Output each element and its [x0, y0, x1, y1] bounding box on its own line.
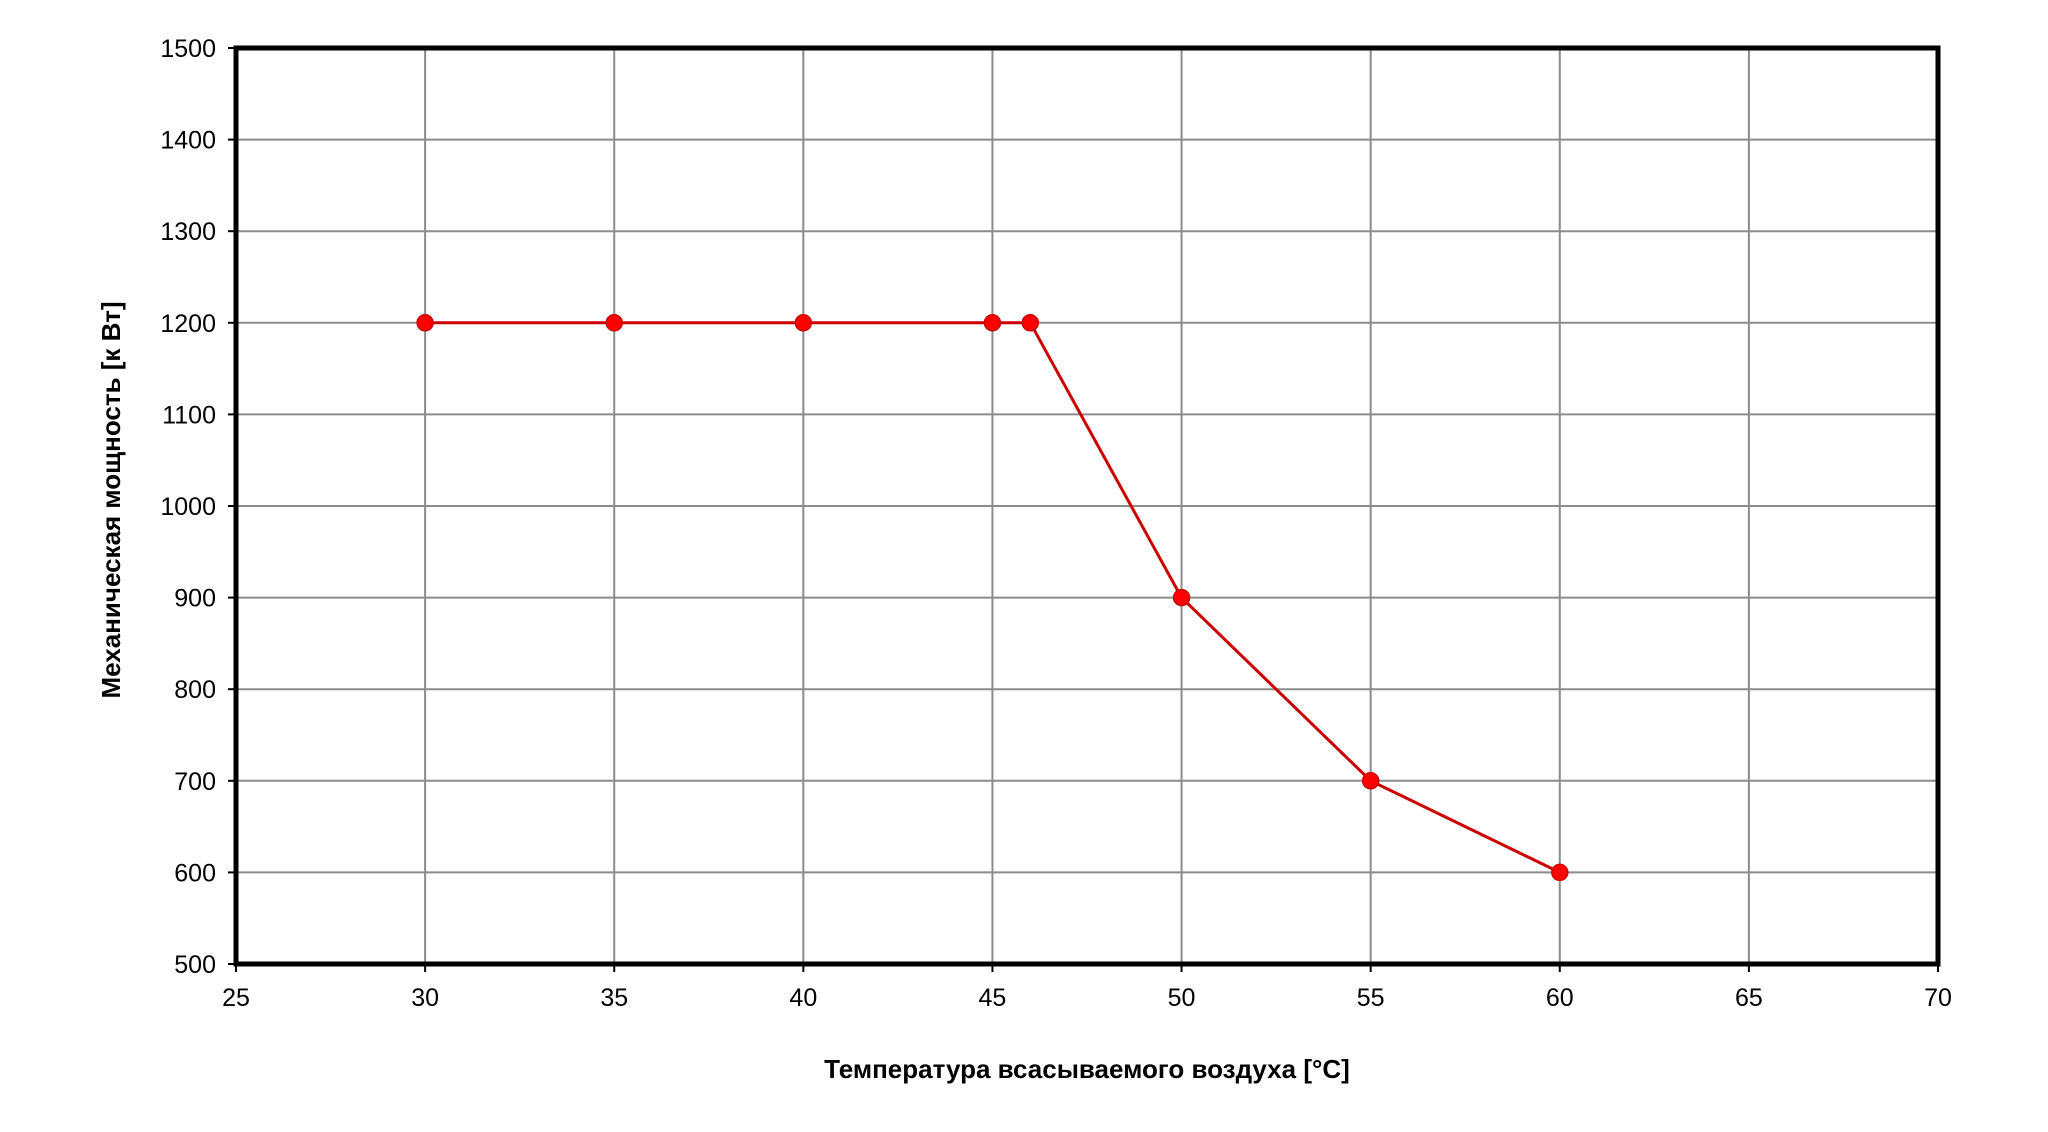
x-tick-label: 45 — [979, 984, 1007, 1012]
y-axis-title: Механическая мощность [к Вт] — [96, 302, 126, 699]
data-point-marker — [1021, 314, 1040, 332]
series-line — [425, 321, 1561, 874]
y-tick-label: 1100 — [162, 401, 216, 429]
x-tick-label: 70 — [1924, 984, 1952, 1012]
data-point-marker — [416, 314, 434, 332]
data-point-marker — [1551, 863, 1569, 882]
data-point-marker — [794, 314, 813, 332]
y-tick-label: 1500 — [160, 35, 216, 63]
y-tick-label: 1200 — [160, 310, 216, 338]
y-tick-label: 1000 — [160, 493, 216, 521]
y-tick-label: 1400 — [160, 127, 216, 155]
y-tick-label: 600 — [174, 859, 216, 887]
x-tick-label: 40 — [789, 984, 817, 1012]
data-point-marker — [1361, 772, 1380, 790]
x-tick-label: 30 — [411, 984, 439, 1012]
x-tick-label: 25 — [222, 984, 250, 1012]
x-axis-tick-labels: 25 30 35 40 45 50 55 60 65 70 — [222, 964, 1952, 1012]
y-tick-label: 500 — [174, 951, 216, 979]
data-point-marker — [1172, 588, 1191, 607]
y-axis-tick-labels: 500 600 700 800 900 1000 1100 1200 1300 1400 1500 — [160, 35, 236, 979]
data-point-marker — [605, 314, 623, 332]
x-tick-label: 55 — [1357, 984, 1385, 1012]
y-tick-label: 700 — [174, 768, 216, 796]
grid — [236, 48, 1938, 964]
series-layer — [416, 314, 1569, 882]
y-tick-label: 900 — [174, 585, 216, 613]
y-tick-label: 1300 — [160, 218, 216, 246]
y-tick-label: 800 — [174, 676, 216, 704]
x-tick-label: 50 — [1168, 984, 1196, 1012]
x-tick-label: 65 — [1735, 984, 1763, 1012]
data-point-marker — [983, 314, 1002, 332]
x-tick-label: 35 — [600, 984, 628, 1012]
x-axis-title: Температура всасываемого воздуха [°C] — [824, 1054, 1350, 1084]
x-tick-label: 60 — [1546, 984, 1574, 1012]
